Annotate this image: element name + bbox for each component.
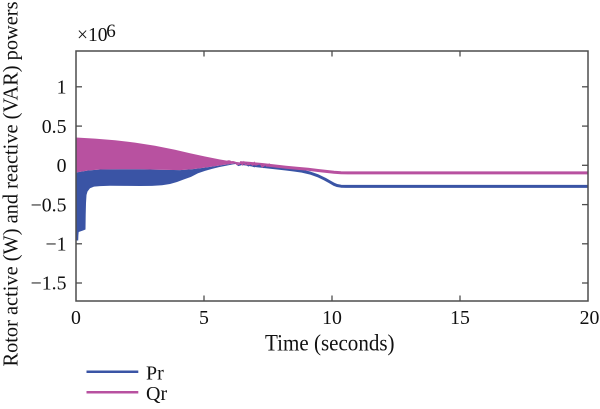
svg-text:5: 5 <box>199 307 209 329</box>
svg-text:20: 20 <box>580 307 600 329</box>
svg-text:0: 0 <box>71 307 81 329</box>
svg-text:Time (seconds): Time (seconds) <box>265 330 395 355</box>
svg-text:0: 0 <box>57 155 67 177</box>
svg-text:Rotor active (W) and reactive: Rotor active (W) and reactive (VAR) powe… <box>0 2 23 367</box>
svg-text:−0.5: −0.5 <box>31 194 67 216</box>
svg-text:1: 1 <box>57 77 67 99</box>
svg-text:0.5: 0.5 <box>42 116 67 138</box>
svg-text:Pr: Pr <box>146 363 164 385</box>
svg-text:15: 15 <box>450 307 470 329</box>
svg-text:×10: ×10 <box>77 25 108 46</box>
svg-text:Qr: Qr <box>146 383 167 405</box>
svg-text:6: 6 <box>106 21 116 42</box>
svg-text:−1.5: −1.5 <box>31 273 67 295</box>
svg-text:−1: −1 <box>45 234 66 256</box>
svg-text:10: 10 <box>322 307 342 329</box>
